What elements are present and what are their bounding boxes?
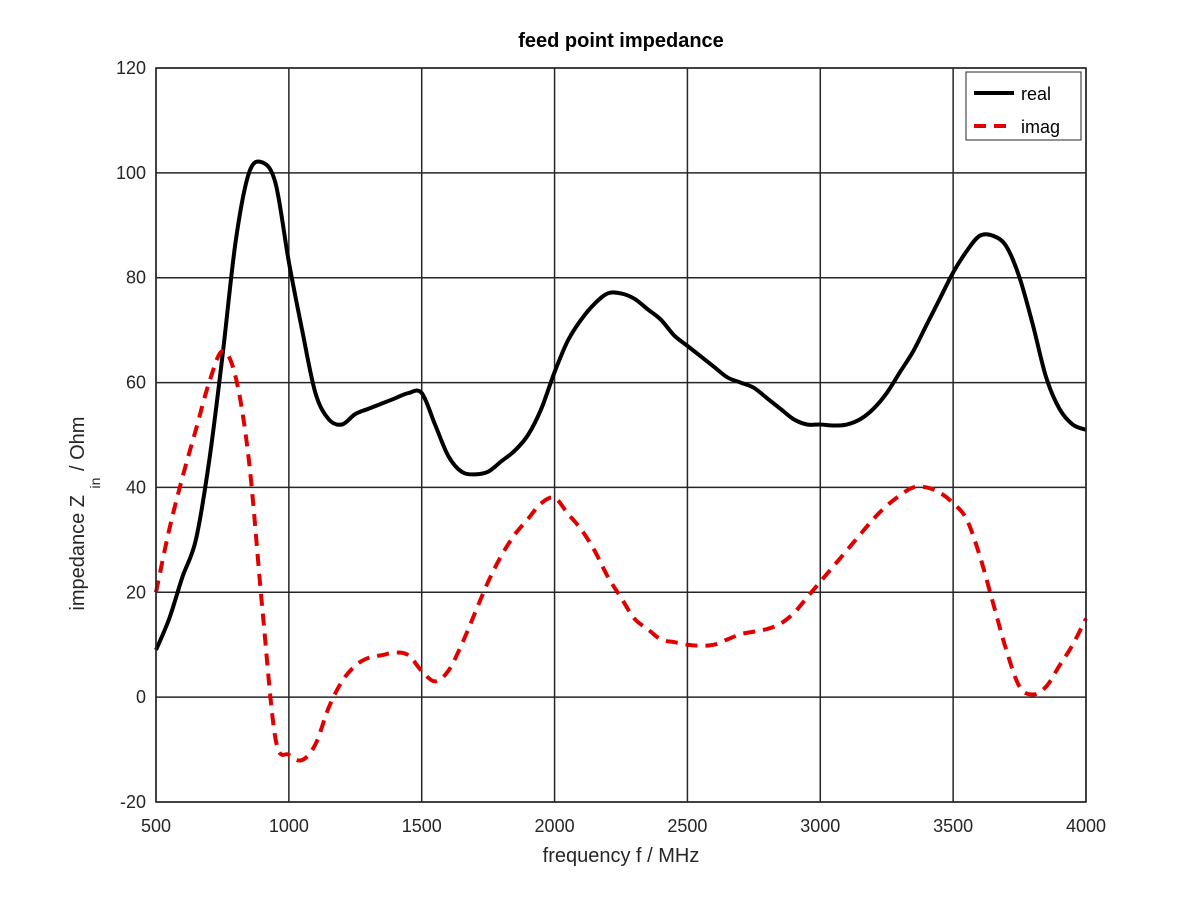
- x-tick-label: 500: [141, 816, 171, 836]
- x-tick-label: 1500: [402, 816, 442, 836]
- y-tick-labels: -20 0 20 40 60 80 100 120: [116, 58, 146, 812]
- legend-label-imag: imag: [1021, 117, 1060, 137]
- chart-title: feed point impedance: [518, 30, 724, 52]
- svg-text:impedance Z: impedance Z: [67, 495, 89, 611]
- y-axis-label-suffix: / Ohm: [67, 417, 89, 471]
- x-tick-label: 1000: [269, 816, 309, 836]
- x-axis-label: frequency f / MHz: [543, 845, 700, 867]
- y-tick-label: 120: [116, 58, 146, 78]
- plot-frame: [155, 67, 1087, 803]
- series-line-real: [154, 159, 1087, 651]
- y-tick-label: 40: [126, 477, 146, 497]
- legend-box: [965, 71, 1082, 141]
- y-axis-label-subscript: in: [87, 478, 103, 489]
- x-tick-label: 3000: [800, 816, 840, 836]
- series-layer: [154, 159, 1088, 763]
- svg-text:/ Ohm: / Ohm: [67, 417, 89, 471]
- legend-label-real: real: [1021, 84, 1051, 104]
- x-tick-label: 2000: [535, 816, 575, 836]
- x-tick-label: 2500: [667, 816, 707, 836]
- y-axis-label: impedance Z in / Ohm: [67, 417, 103, 611]
- y-tick-label: 100: [116, 163, 146, 183]
- y-tick-label: 60: [126, 373, 146, 393]
- y-axis-label-prefix: impedance Z: [67, 495, 89, 611]
- legend: real imag: [965, 71, 1082, 141]
- y-tick-label: 20: [126, 582, 146, 602]
- y-tick-label: 80: [126, 268, 146, 288]
- y-tick-label: 0: [136, 687, 146, 707]
- x-tick-label: 3500: [933, 816, 973, 836]
- x-tick-label: 4000: [1066, 816, 1106, 836]
- plot-area: [156, 68, 1086, 802]
- y-tick-label: -20: [120, 792, 146, 812]
- x-tick-labels: 500 1000 1500 2000 2500 3000 3500 4000: [141, 816, 1106, 836]
- series-line-imag: [154, 349, 1088, 763]
